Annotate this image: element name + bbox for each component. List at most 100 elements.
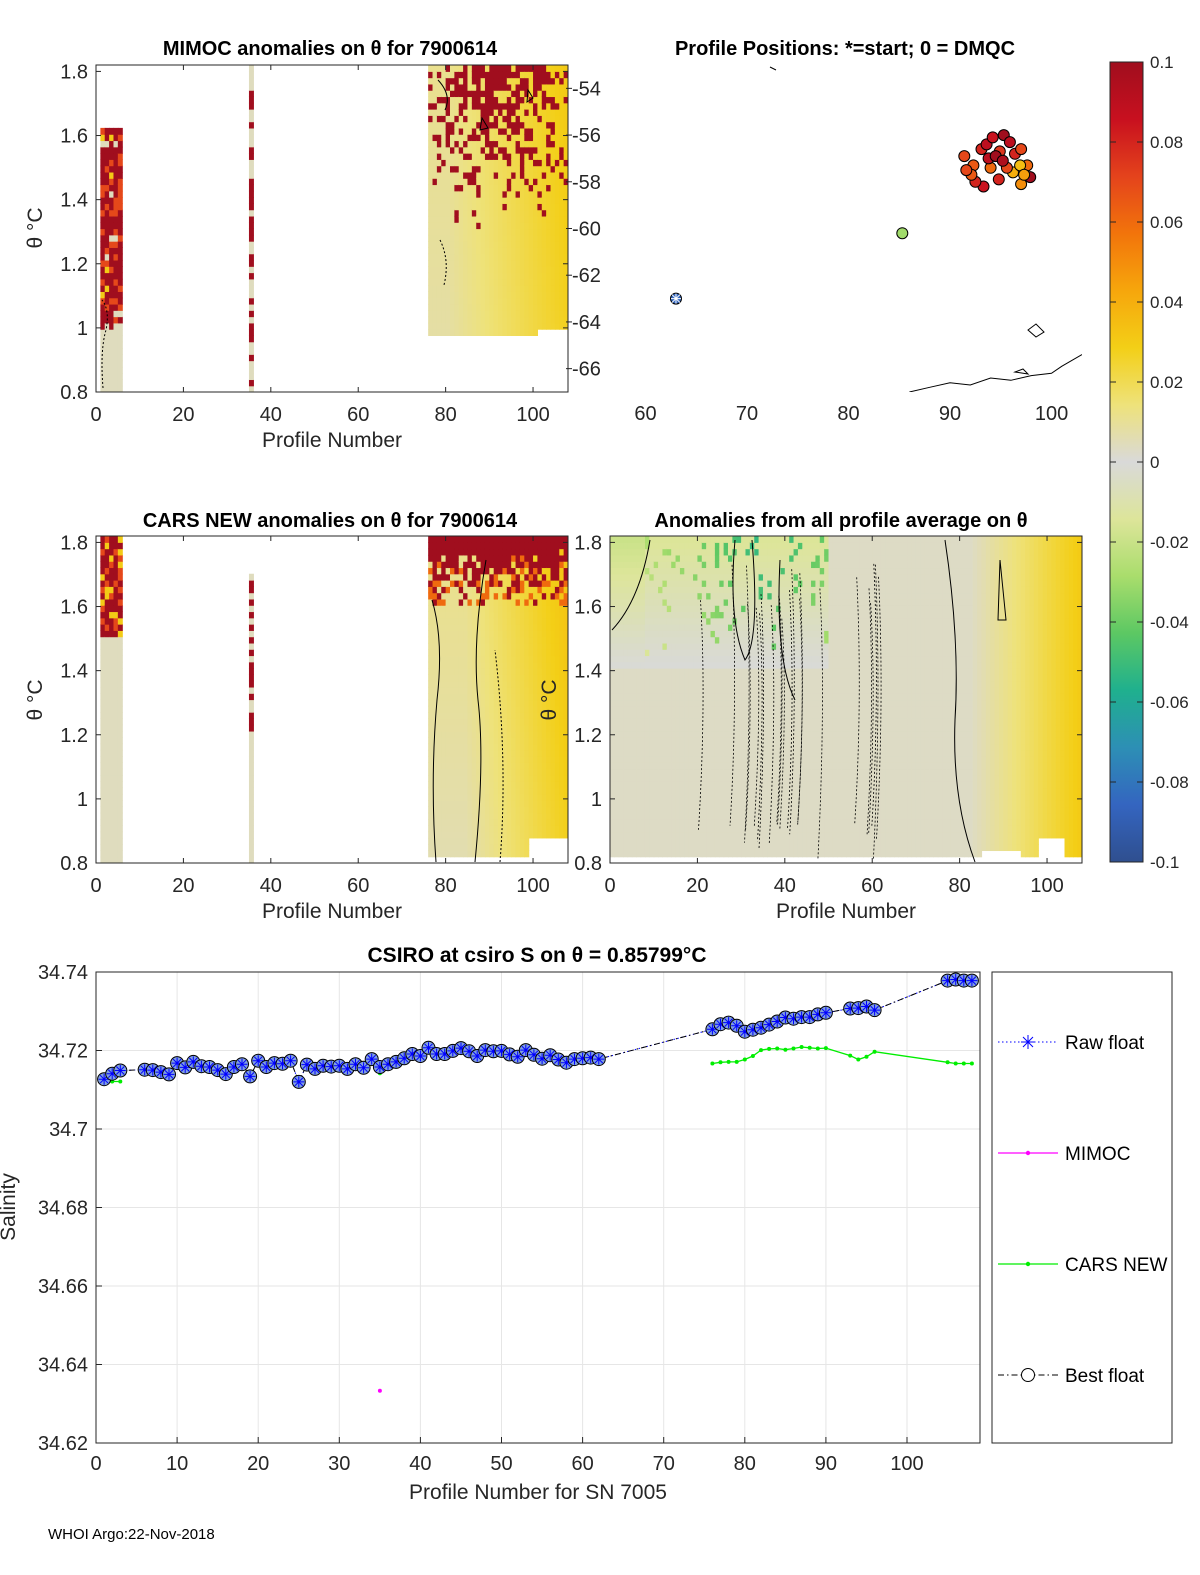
heatmap-cell (498, 554, 504, 562)
heatmap-cell (511, 636, 517, 644)
heatmap-cell (701, 586, 707, 594)
heatmap-cell (502, 159, 508, 167)
heatmap-cell (563, 818, 568, 826)
heatmap-cell (640, 762, 646, 770)
heatmap-cell (541, 222, 547, 230)
heatmap-cell (528, 586, 534, 594)
heatmap-cell (714, 825, 720, 833)
heatmap-cell (644, 699, 650, 707)
heatmap-cell (104, 366, 110, 374)
heatmap-cell (653, 661, 659, 669)
heatmap-cell (701, 743, 707, 751)
heatmap-cell (554, 259, 560, 267)
heatmap-cell (458, 241, 464, 248)
heatmap-cell (554, 756, 560, 763)
heatmap-cell (480, 630, 486, 638)
heatmap-cell (706, 630, 712, 638)
heatmap-cell (627, 793, 633, 801)
heatmap-cell (248, 699, 254, 707)
heatmap-cell (688, 611, 694, 619)
heatmap-cell (631, 793, 637, 801)
heatmap-cell (528, 297, 534, 305)
heatmap-cell (113, 825, 119, 833)
heatmap-cell (697, 806, 703, 814)
heatmap-cell (515, 83, 521, 91)
heatmap-cell (649, 611, 655, 619)
heatmap-cell (550, 605, 556, 613)
heatmap-cell (640, 642, 646, 650)
heatmap-cell (515, 197, 521, 204)
heatmap-cell (467, 749, 473, 757)
heatmap-cell (450, 536, 455, 543)
heatmap-cell (653, 592, 659, 600)
heatmap-cell (710, 561, 716, 569)
heatmap-cell (511, 215, 517, 223)
heatmap-cell (471, 749, 477, 757)
heatmap-cell (467, 712, 473, 719)
heatmap-cell (658, 592, 664, 600)
heatmap-cell (113, 259, 119, 267)
heatmap-cell (666, 730, 672, 738)
heatmap-cell (480, 178, 486, 186)
heatmap-cell (436, 140, 442, 148)
heatmap-cell (649, 793, 655, 801)
heatmap-cell (524, 586, 530, 594)
heatmap-cell (441, 611, 447, 619)
heatmap-cell (618, 712, 624, 719)
heatmap-cell (476, 749, 482, 757)
heatmap-cell (248, 272, 254, 280)
heatmap-cell (100, 554, 106, 562)
heatmap-cell (109, 134, 115, 142)
heatmap-cell (653, 680, 659, 688)
heatmap-cell (627, 737, 633, 745)
heatmap-cell (618, 768, 624, 776)
heatmap-cell (701, 712, 707, 719)
heatmap-cell (511, 153, 517, 160)
heatmap-cell (113, 605, 119, 613)
heatmap-cell (441, 680, 447, 688)
heatmap-cell (528, 573, 534, 581)
heatmap-cell (511, 567, 517, 575)
heatmap-cell (506, 278, 512, 286)
heatmap-cell (528, 655, 534, 663)
heatmap-cell (511, 209, 517, 217)
heatmap-cell (428, 850, 434, 858)
heatmap-cell (463, 844, 469, 852)
heatmap-cell (697, 730, 703, 738)
heatmap-cell (640, 800, 646, 808)
heatmap-cell (515, 140, 521, 148)
heatmap-cell (675, 825, 681, 833)
mimoc-cells (100, 65, 568, 392)
heatmap-cell (559, 222, 565, 230)
heatmap-cell (109, 171, 115, 179)
heatmap-cell (489, 71, 495, 79)
heatmap-cell (432, 253, 438, 261)
heatmap-cell (559, 737, 565, 745)
heatmap-cell (649, 661, 655, 669)
heatmap-cell (489, 812, 495, 820)
heatmap-cell (701, 536, 707, 543)
heatmap-cell (493, 554, 499, 562)
heatmap-cell (113, 209, 119, 217)
heatmap-cell (554, 310, 560, 318)
heatmap-cell (248, 686, 254, 694)
heatmap-cell (432, 762, 438, 770)
heatmap-cell (533, 580, 539, 587)
heatmap-cell (450, 203, 455, 211)
heatmap-cell (109, 190, 115, 198)
heatmap-cell (519, 573, 525, 581)
heatmap-cell (450, 65, 455, 72)
heatmap-cell (554, 190, 560, 198)
heatmap-cell (458, 234, 464, 242)
heatmap-cell (100, 567, 106, 575)
heatmap-cell (489, 153, 495, 160)
heatmap-cell (432, 598, 438, 606)
heatmap-cell (436, 781, 442, 789)
heatmap-cell (476, 253, 482, 261)
heatmap-cell (467, 165, 473, 173)
heatmap-cell (458, 737, 464, 745)
heatmap-cell (498, 548, 504, 556)
heatmap-cell (493, 159, 499, 167)
heatmap-cell (671, 617, 677, 625)
heatmap-cell (658, 724, 664, 732)
